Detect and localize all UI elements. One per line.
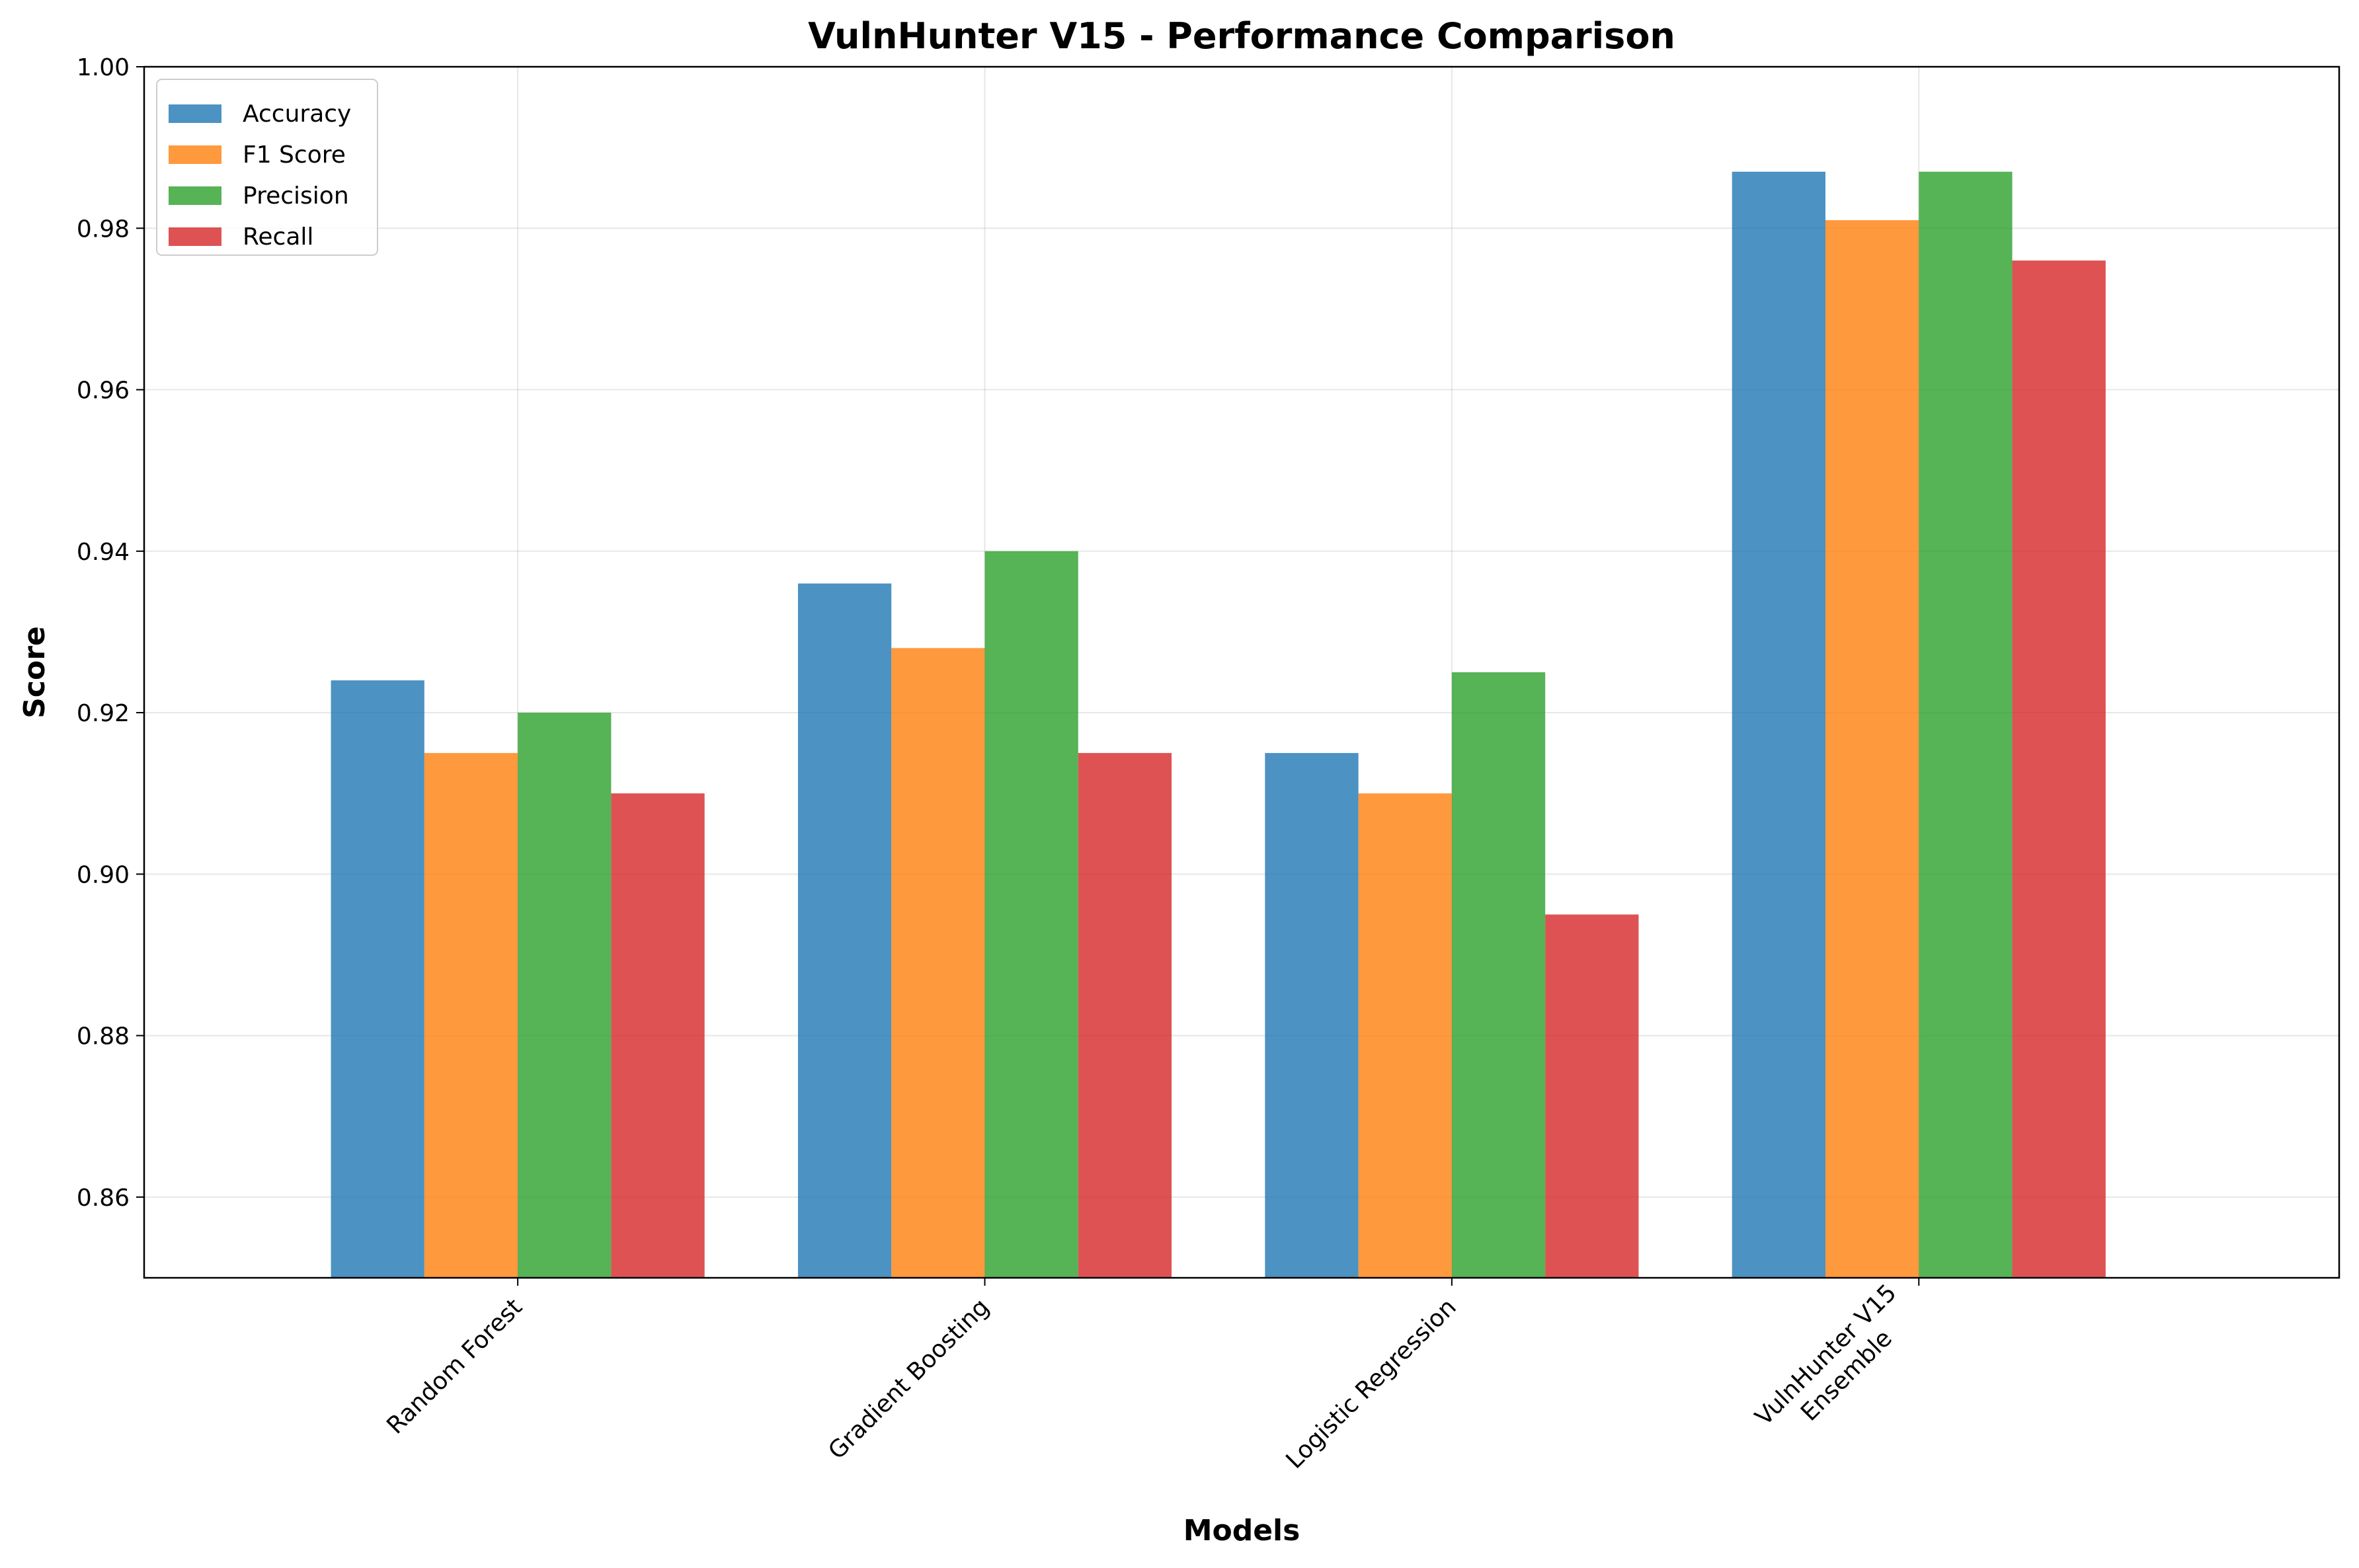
legend-box [156, 79, 378, 256]
y-tick-label: 0.86 [77, 1185, 130, 1212]
bar-accuracy [1265, 753, 1359, 1278]
bar-recall [1078, 753, 1172, 1278]
bar-precision [518, 713, 612, 1278]
legend-label: Precision [243, 182, 349, 210]
bar-precision [1451, 672, 1546, 1278]
bar-precision [984, 551, 1078, 1278]
x-tick-label: VulnHunter V15Ensemble [1750, 1279, 1923, 1452]
legend-swatch [169, 186, 221, 205]
y-tick-label: 0.88 [77, 1023, 130, 1050]
legend-label: Accuracy [243, 100, 351, 128]
plot-frame [143, 65, 2340, 1279]
bars [331, 171, 2106, 1278]
bar-recall [1545, 914, 1639, 1278]
legend-swatch [169, 104, 221, 123]
bar-recall [611, 793, 705, 1278]
legend-swatch [169, 145, 221, 164]
legend-swatch [169, 227, 221, 246]
bar-f1-score [424, 753, 518, 1278]
y-tick-label: 0.96 [77, 377, 130, 405]
bar-accuracy [797, 583, 892, 1278]
legend-label: F1 Score [243, 141, 346, 169]
y-tick-label: 0.90 [77, 861, 130, 888]
y-tick-label: 0.94 [77, 539, 130, 566]
x-tick-label: Random Forest [381, 1294, 528, 1440]
y-tick-label: 1.00 [77, 54, 130, 81]
bar-precision [1919, 171, 2013, 1278]
x-axis-label: Models [1183, 1514, 1300, 1548]
bar-accuracy [331, 680, 424, 1278]
bar-accuracy [1732, 171, 1825, 1278]
x-tick-label: Gradient Boosting [823, 1294, 994, 1465]
legend: Accuracy F1 Score Precision Recall [156, 79, 378, 256]
bar-f1-score [1825, 220, 1919, 1278]
x-tick-label: Logistic Regression [1281, 1294, 1462, 1474]
legend-label: Recall [243, 223, 313, 251]
chart-title: VulnHunter V15 - Performance Comparison [808, 15, 1675, 57]
bar-f1-score [891, 648, 985, 1278]
y-tick-label: 0.92 [77, 700, 130, 727]
y-axis-label: Score [18, 626, 52, 719]
bar-f1-score [1358, 793, 1452, 1278]
bar-recall [2012, 260, 2106, 1278]
y-tick-label: 0.98 [77, 216, 130, 243]
